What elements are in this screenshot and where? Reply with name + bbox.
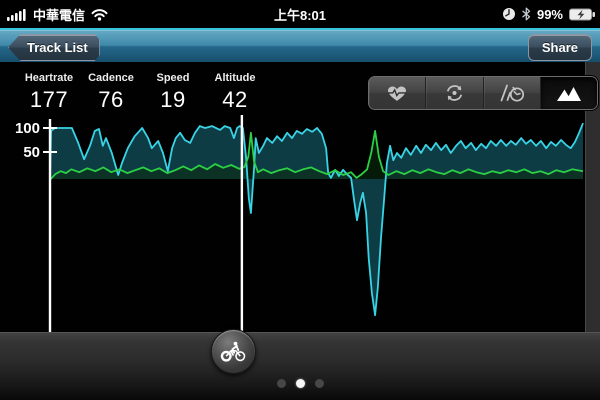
metrics-panel: Heartrate 177 Cadence 76 Speed 19 Altitu… [24,72,260,113]
page-dot[interactable] [276,379,286,388]
wifi-icon [91,8,108,21]
speedometer-icon [500,84,525,102]
share-button-label: Share [541,40,578,55]
altitude-area [50,123,583,316]
metric-altitude: Altitude 42 [210,72,260,113]
metric-label: Speed [156,72,190,84]
rotation-icon [446,85,462,101]
y-axis-tick-label: 100 [15,120,40,137]
metric-heartrate: Heartrate 177 [24,72,74,113]
clock-icon [502,8,515,20]
toggle-cadence[interactable] [426,77,484,109]
green-line-line [49,129,584,181]
metric-label: Heartrate [24,72,74,84]
scrubber-bar [0,332,600,400]
view-toggle-group [368,76,598,110]
page-dot[interactable] [295,379,305,388]
share-button[interactable]: Share [527,34,592,61]
green-line-area [50,130,583,180]
metric-label: Altitude [214,72,256,84]
toggle-speed[interactable] [483,77,541,109]
bluetooth-icon [522,7,531,21]
chart-panel: Heartrate 177 Cadence 76 Speed 19 Altitu… [0,62,598,332]
battery-percent: 99% [536,6,563,22]
metric-value: 42 [222,87,248,112]
content-area: Heartrate 177 Cadence 76 Speed 19 Altitu… [0,62,600,400]
altitude-line [49,122,584,317]
cyclist-handle-button[interactable] [211,329,256,374]
page-dot[interactable] [314,379,324,388]
y-axis-tick-label: 50 [23,144,40,161]
back-button[interactable]: Track List [8,34,100,61]
signal-strength-icon [7,8,26,21]
status-bar: 中華電信 上午8:01 99% [0,0,600,28]
page-dots [0,379,600,388]
metric-value: 19 [160,87,186,112]
cyclist-icon [220,341,246,362]
toggle-altitude[interactable] [540,77,597,109]
time-label: 上午8:01 [273,7,327,23]
mountains-icon [556,87,581,101]
metric-value: 177 [29,87,69,112]
battery-charging-icon [569,8,595,20]
metric-cadence: Cadence 76 [86,72,136,113]
heart-pulse-icon [388,86,407,101]
carrier-label: 中華電信 [33,7,86,23]
metric-label: Cadence [88,72,134,84]
nav-bar: Track List Share [0,28,600,62]
back-button-label: Track List [27,40,88,55]
metric-speed: Speed 19 [148,72,198,113]
toggle-heartrate[interactable] [369,77,427,109]
metric-value: 76 [98,87,124,112]
